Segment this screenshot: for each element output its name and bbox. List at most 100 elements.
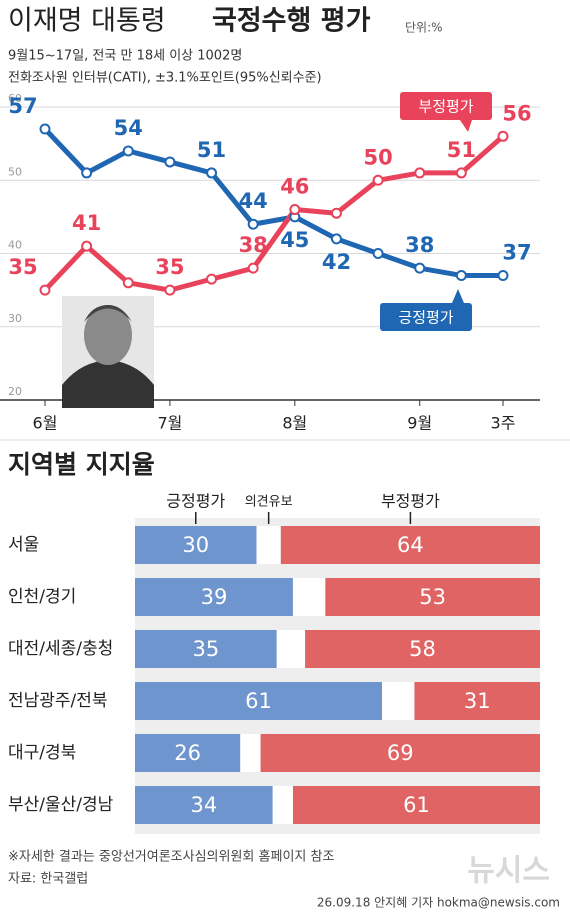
legend-label: 의견유보: [245, 495, 293, 510]
x-tick-label: 9월: [407, 414, 432, 433]
data-label: 44: [239, 189, 268, 213]
data-label: 61: [403, 793, 430, 817]
point: [330, 233, 342, 245]
legend-pointer: [452, 289, 464, 303]
point: [497, 130, 509, 142]
data-label: 58: [409, 637, 436, 661]
bar-segment: [325, 578, 540, 616]
data-label: 39: [201, 585, 228, 609]
category-label: 대구/경북: [8, 743, 76, 763]
logo: 뉴시스: [467, 854, 550, 889]
legend-label: 긍정평가: [166, 492, 225, 511]
legend-label: 부정평가: [418, 98, 473, 116]
category-label: 부산/울산/경남: [8, 795, 114, 815]
data-label: 37: [502, 240, 531, 264]
data-label: 46: [280, 175, 309, 199]
unit: 단위:%: [405, 21, 443, 35]
credit: 26.09.18 안지혜 기자 hokma@newsis.com: [317, 896, 560, 910]
bar-segment: [135, 578, 293, 616]
plot-bg: [135, 518, 540, 834]
bar-segment: [280, 526, 540, 564]
data-label: 34: [190, 793, 217, 817]
bar-segment: [382, 682, 415, 720]
bar-segment: [414, 682, 540, 720]
bar-segment: [240, 734, 261, 772]
legend-label: 부정평가: [381, 492, 440, 511]
series-line: [43, 127, 503, 278]
point: [206, 273, 218, 285]
photo-hair: [84, 305, 132, 322]
title-bold: 국정수행 평가: [212, 6, 371, 37]
data-label: 51: [197, 138, 226, 162]
point: [39, 284, 51, 296]
data-label: 41: [72, 211, 101, 235]
point: [39, 123, 51, 135]
category-label: 전남광주/전북: [8, 691, 108, 711]
point: [289, 204, 301, 216]
x-tick-label: 3주: [491, 414, 516, 433]
point: [372, 248, 384, 259]
category-label: 서울: [8, 535, 39, 555]
data-label: 38: [405, 233, 434, 257]
category-label: 대전/세종/충청: [8, 639, 113, 659]
x-tick-label: 7월: [157, 414, 182, 433]
data-label: 38: [239, 233, 268, 257]
point: [122, 145, 134, 157]
data-label: 64: [397, 533, 424, 557]
point: [372, 174, 384, 186]
title-light: 이재명 대통령: [8, 6, 166, 37]
point: [164, 284, 176, 296]
legend-label: 긍정평가: [398, 309, 453, 327]
bar-segment: [135, 630, 277, 668]
point: [81, 240, 93, 252]
point: [247, 218, 259, 230]
bar-segment: [260, 734, 540, 772]
point: [247, 262, 259, 274]
bar-segment: [256, 526, 281, 564]
subtitle: 전화조사원 인터뷰(CATI), ±3.1%포인트(95%신뢰수준): [8, 71, 322, 86]
y-tick-label: 30: [8, 312, 22, 325]
photo-head: [84, 305, 132, 365]
series-line: [43, 134, 505, 293]
source: 자료: 한국갤럽: [8, 872, 88, 887]
y-tick-label: 40: [8, 239, 22, 252]
y-tick-label: 20: [8, 385, 22, 398]
legend-box: [400, 92, 492, 120]
data-label: 31: [464, 689, 491, 713]
data-label: 57: [8, 94, 37, 118]
section-title: 지역별 지지율: [8, 450, 155, 479]
point: [455, 269, 467, 281]
data-label: 56: [502, 101, 531, 125]
data-label: 51: [447, 138, 476, 162]
x-tick-label: 8월: [282, 414, 307, 433]
photo-body: [62, 360, 154, 408]
point: [497, 269, 509, 281]
bar-segment: [135, 682, 383, 720]
subtitle: 9월15~17일, 전국 만 18세 이상 1002명: [8, 49, 242, 64]
category-label: 인천/경기: [8, 587, 76, 607]
bar-segment: [272, 786, 293, 824]
data-label: 35: [8, 255, 37, 279]
data-label: 42: [322, 250, 351, 274]
data-label: 69: [387, 741, 414, 765]
point: [414, 167, 426, 179]
bar-segment: [305, 630, 540, 668]
y-tick-label: 60: [8, 92, 22, 105]
point: [414, 262, 426, 274]
bar-segment: [292, 578, 326, 616]
bar-segment: [135, 786, 273, 824]
point: [122, 277, 134, 289]
bar-segment: [135, 526, 257, 564]
note: ※자세한 결과는 중앙선거여론조사심의위원회 홈페이지 참조: [8, 850, 334, 865]
y-tick-label: 50: [8, 165, 22, 178]
point: [206, 167, 218, 179]
point: [81, 167, 93, 179]
legend-box: [380, 303, 472, 331]
point: [330, 207, 342, 219]
data-label: 50: [363, 145, 392, 169]
bar-segment: [276, 630, 306, 668]
data-label: 54: [114, 116, 143, 140]
data-label: 30: [182, 533, 209, 557]
portrait: [62, 296, 154, 408]
